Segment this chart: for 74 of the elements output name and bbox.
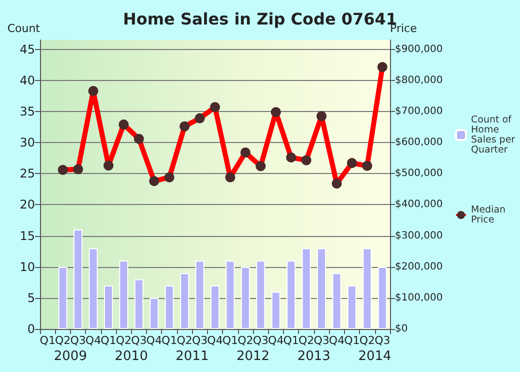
x-tick-label: Q1	[283, 334, 299, 347]
bar	[58, 266, 68, 329]
bar	[378, 266, 387, 329]
y2-tick-label: $600,000	[395, 137, 443, 148]
bar	[271, 292, 280, 329]
x-tick-label: Q2	[359, 334, 376, 347]
y-tick-label: 40	[20, 73, 35, 88]
bar	[347, 285, 356, 329]
bar	[195, 260, 204, 329]
bar	[74, 230, 83, 329]
x-tick-label: Q1	[100, 334, 116, 347]
y2-tick-label: $200,000	[395, 261, 443, 272]
x-tick-label: Q4	[146, 334, 162, 347]
y-tick-label: 10	[20, 260, 35, 274]
y2-tick-label: $100,000	[395, 292, 443, 304]
x-tick-label: Q3	[70, 334, 86, 347]
x-tick-label: Q3	[252, 334, 268, 347]
bar	[104, 285, 113, 329]
x-tick-label: Q4	[207, 334, 223, 347]
bar	[119, 260, 128, 329]
bar	[317, 248, 326, 329]
x-tick-label: Q2	[54, 334, 71, 347]
text: 2014	[358, 349, 392, 364]
x-tick-label: Q3	[374, 334, 390, 347]
bar	[362, 248, 372, 329]
y2-tick-label: $900,000	[395, 44, 443, 55]
text: 2009	[54, 349, 87, 364]
x-tick-label: Q1	[344, 334, 360, 347]
y-tick-label: 25	[20, 166, 35, 181]
y-tick-label: 0	[27, 322, 35, 336]
bar	[226, 260, 235, 329]
y-tick-label: 15	[20, 228, 35, 243]
text: 2012	[236, 349, 270, 364]
y-tick-label: 5	[27, 290, 35, 305]
x-tick-label: Q2	[298, 334, 314, 347]
x-tick-label: Q1	[162, 334, 178, 347]
bar	[256, 260, 266, 329]
legend-label: Count of Home Sales per Quarter	[471, 114, 518, 156]
text: 2010	[114, 349, 148, 364]
bar	[286, 260, 296, 329]
y-tick-label: 30	[20, 136, 35, 150]
x-tick-label: Q3	[192, 334, 208, 347]
x-tick-label: Q2	[116, 334, 132, 347]
x-tick-label: Q2	[238, 334, 254, 347]
y2-tick-label: $500,000	[395, 168, 443, 180]
x-tick-label: Q1	[222, 334, 238, 347]
bar	[134, 279, 144, 329]
x-tick-label: Q4	[328, 334, 345, 347]
legend-label: Median Price	[471, 204, 509, 226]
text: 2013	[297, 349, 330, 364]
x-tick-label: Q3	[314, 334, 330, 347]
bar	[302, 248, 311, 329]
x-tick-label: Q3	[131, 334, 147, 347]
y2-tick-label: $700,000	[395, 106, 443, 117]
x-tick-label: Q4	[85, 334, 102, 347]
x-tick-label: Q2	[176, 334, 192, 347]
y2-tick-label: $0	[395, 324, 408, 334]
bar	[180, 273, 190, 329]
y2-tick-label: $800,000	[395, 74, 443, 86]
y2-tick-label: $400,000	[395, 199, 443, 210]
bar	[240, 266, 250, 329]
y-tick-label: 35	[20, 104, 35, 118]
y-axis-title: Count	[7, 22, 41, 35]
bar	[150, 298, 159, 329]
bar	[164, 285, 174, 329]
text: 2011	[176, 349, 209, 364]
y2-tick-label: $300,000	[395, 230, 443, 242]
bar	[88, 248, 98, 329]
x-tick-label: Q1	[40, 334, 56, 347]
bar	[210, 285, 220, 329]
y-tick-label: 45	[20, 42, 35, 56]
y-tick-label: 20	[20, 198, 35, 212]
x-tick-label: Q4	[268, 334, 284, 347]
bar	[332, 273, 342, 329]
